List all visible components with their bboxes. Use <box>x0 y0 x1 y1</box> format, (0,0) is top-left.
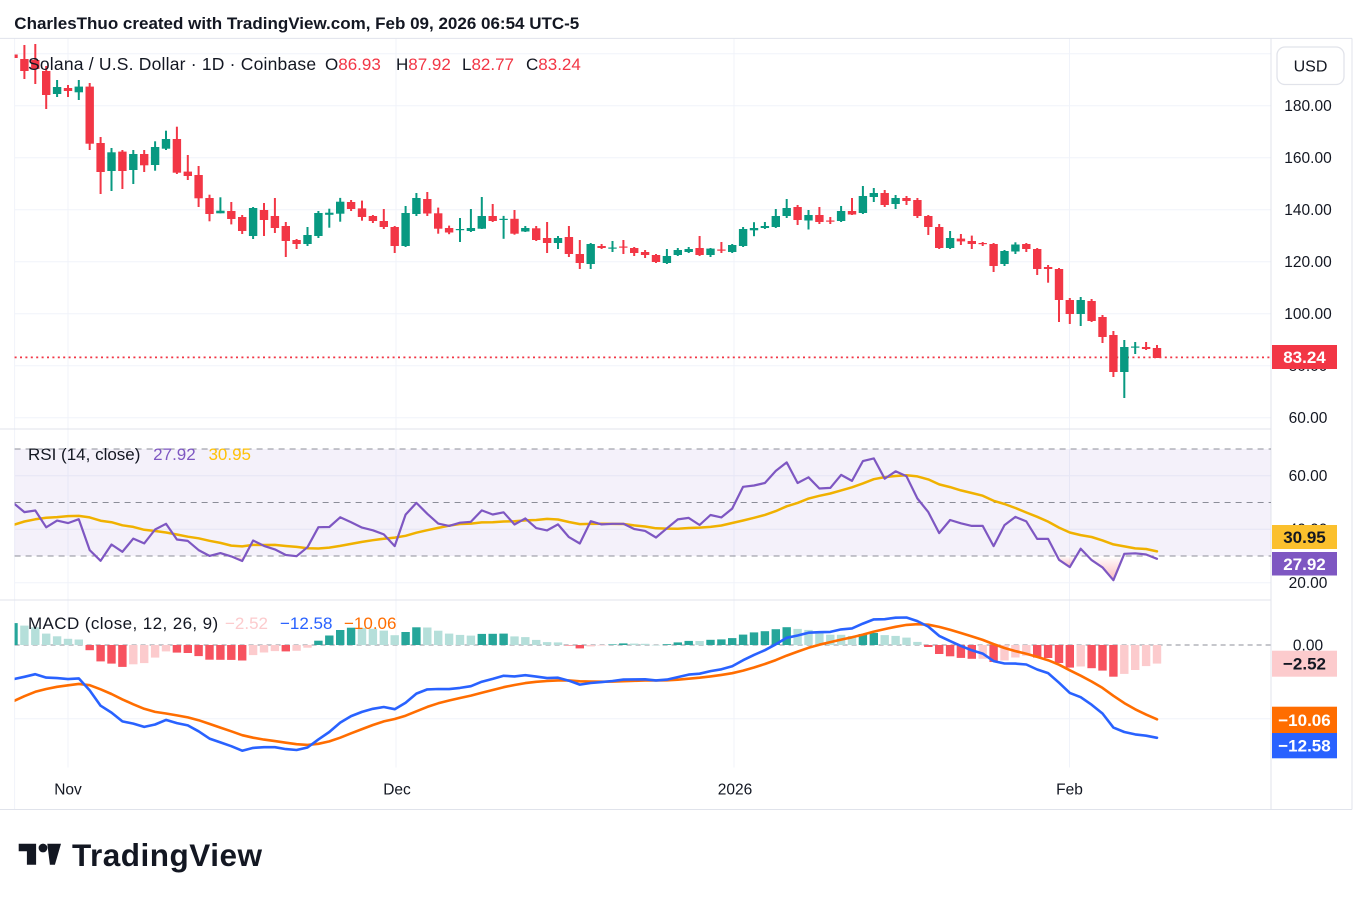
svg-text:CharlesThuo created with Tradi: CharlesThuo created with TradingView.com… <box>14 14 579 33</box>
svg-text:−2.52: −2.52 <box>1283 655 1326 674</box>
svg-text:Feb: Feb <box>1056 782 1083 799</box>
svg-text:2026: 2026 <box>718 782 752 799</box>
svg-text:120.00: 120.00 <box>1284 254 1332 271</box>
svg-text:0.00: 0.00 <box>1293 637 1324 654</box>
svg-text:20.00: 20.00 <box>1289 575 1328 592</box>
svg-text:RSI (14, close) 27.92 30.95: RSI (14, close) 27.92 30.95 <box>28 445 251 464</box>
svg-text:H87.92: H87.92 <box>396 55 451 74</box>
svg-text:−10.06: −10.06 <box>1278 711 1330 730</box>
svg-text:100.00: 100.00 <box>1284 306 1332 323</box>
svg-text:160.00: 160.00 <box>1284 150 1332 167</box>
svg-text:60.00: 60.00 <box>1289 410 1328 427</box>
svg-text:USD: USD <box>1294 59 1328 76</box>
svg-text:O86.93: O86.93 <box>325 55 381 74</box>
svg-text:Nov: Nov <box>54 782 82 799</box>
svg-text:−2.52: −2.52 <box>225 614 268 633</box>
svg-text:MACD (close, 12, 26, 9): MACD (close, 12, 26, 9) <box>28 614 219 633</box>
svg-text:83.24: 83.24 <box>1283 348 1326 367</box>
svg-text:30.95: 30.95 <box>1283 528 1326 547</box>
svg-text:−12.58: −12.58 <box>1278 737 1330 756</box>
svg-text:C83.24: C83.24 <box>526 55 581 74</box>
svg-text:−12.58: −12.58 <box>280 614 332 633</box>
svg-text:−10.06: −10.06 <box>344 614 396 633</box>
svg-text:Dec: Dec <box>383 782 411 799</box>
svg-text:L82.77: L82.77 <box>462 55 514 74</box>
svg-text:140.00: 140.00 <box>1284 202 1332 219</box>
svg-text:TradingView: TradingView <box>72 837 262 873</box>
svg-text:Solana / U.S. Dollar · 1D · Co: Solana / U.S. Dollar · 1D · Coinbase <box>28 54 316 74</box>
svg-text:27.92: 27.92 <box>1283 555 1326 574</box>
svg-text:180.00: 180.00 <box>1284 98 1332 115</box>
svg-text:60.00: 60.00 <box>1289 468 1328 485</box>
